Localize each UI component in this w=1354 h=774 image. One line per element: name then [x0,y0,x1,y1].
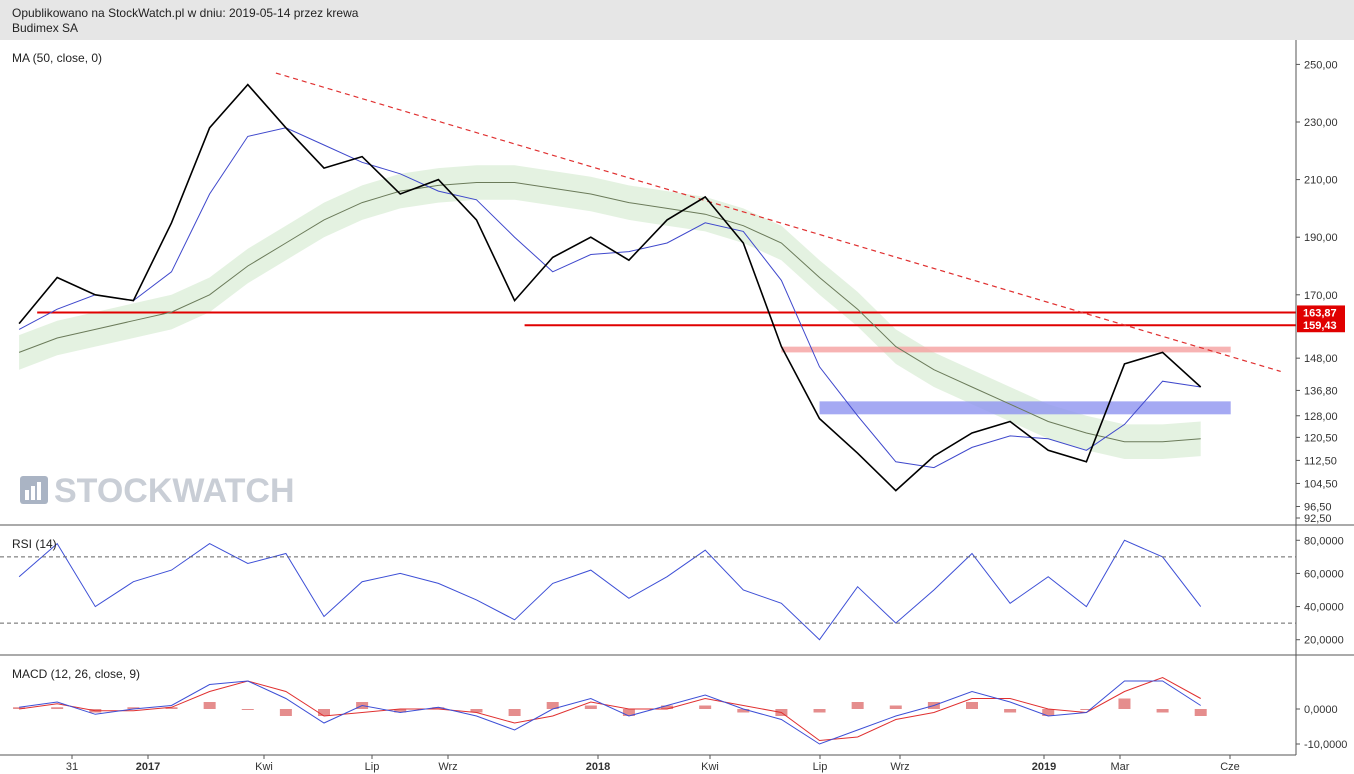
histogram-bar [51,707,64,709]
time-tick-label: Mar [1111,761,1130,773]
resistance-badge-label: 159,43 [1303,320,1337,332]
watermark-text: STOCKWATCH [54,472,295,510]
signal-line [19,676,1201,742]
time-tick-label: Lip [365,761,380,773]
price-tick-label: 190,00 [1304,232,1338,244]
histogram-bar [127,707,140,709]
histogram-bar [470,709,483,713]
histogram-bar [737,709,750,713]
time-tick-label: 31 [66,761,78,773]
rsi-tick-label: 60,0000 [1304,568,1344,580]
histogram-bar [1004,709,1017,713]
price-tick-label: 112,50 [1304,455,1337,467]
histogram-bar [851,702,864,709]
macd-panel-label: MACD (12, 26, close, 9) [12,667,140,681]
resistance-badge-1 [1297,318,1345,333]
histogram-bar [241,709,254,710]
macd-tick-label: -10,0000 [1304,739,1347,751]
price-panel-label: MA (50, close, 0) [12,51,102,65]
stockwatch-watermark: STOCKWATCH [20,472,295,510]
axis-layer [0,40,1354,759]
histogram-bar [889,705,902,709]
histogram-bar [13,707,26,709]
time-tick-label: Wrz [438,761,457,773]
price-tick-label: 230,00 [1304,117,1338,129]
ma50-line [18,127,1201,469]
price-tick-label: 136,80 [1304,385,1338,397]
time-tick-label: Wrz [890,761,909,773]
rsi-tick-label: 40,0000 [1304,602,1344,614]
ma200-line [18,182,1201,443]
time-tick-label: 2017 [136,761,160,773]
labels-layer: 250,00 230,00 210,00 190,00 170,00 148,00 136,… [12,51,1347,773]
time-tick-label: Kwi [255,761,273,773]
rsi-line [18,539,1202,641]
histogram-bar [661,705,674,709]
price-tick-label: 250,00 [1304,59,1338,71]
price-line [18,83,1202,492]
series-layer [13,83,1207,745]
time-tick-label: 2018 [586,761,610,773]
histogram-bar [1194,709,1207,716]
price-tick-label: 92,50 [1304,513,1332,525]
price-tick-label: 104,50 [1304,478,1338,490]
macd-tick-label: 0,0000 [1304,704,1338,716]
time-tick-label: Lip [813,761,828,773]
rsi-tick-label: 20,0000 [1304,635,1344,647]
resistance-badge-0 [1297,305,1345,320]
histogram-bar [165,707,178,709]
histogram-bar [279,709,292,716]
rsi-panel-label: RSI (14) [12,537,57,551]
histogram-bar [432,707,445,709]
chart-header: Opublikowano na StockWatch.pl w dniu: 20… [0,0,1354,40]
histogram-bar [1118,698,1131,709]
time-tick-label: Cze [1220,761,1240,773]
stock-chart[interactable]: 250,00 230,00 210,00 190,00 170,00 148,00 136,… [0,40,1354,774]
watermark-logo-bar [31,486,35,500]
resistance-badge-label: 163,87 [1303,307,1337,319]
histogram-bar [508,709,521,716]
published-info: Opublikowano na StockWatch.pl w dniu: 20… [12,6,359,20]
trendline [275,72,1281,373]
histogram-bar [699,705,712,709]
cloud-band [19,165,1201,459]
histogram-bar [966,702,978,709]
histogram-bar [1156,709,1169,713]
price-tick-label: 210,00 [1304,175,1338,187]
rsi-tick-label: 80,0000 [1304,535,1344,547]
price-tick-label: 148,00 [1304,353,1338,365]
time-tick-label: 2019 [1032,761,1056,773]
histogram-bar [813,709,826,713]
watermark-logo-bar [25,490,29,500]
watermark-logo-bar [37,482,41,500]
histogram-bar [1080,709,1093,710]
macd-line [19,680,1201,745]
support-zone [819,401,1231,415]
price-tick-label: 120,50 [1304,432,1338,444]
zones-layer [19,72,1296,459]
histogram-bar [622,709,635,716]
histogram-bar [546,702,559,709]
histogram-bar [394,709,407,713]
price-tick-label: 170,00 [1304,290,1338,302]
histogram-bar [318,709,330,716]
instrument-name: Budimex SA [12,21,79,35]
histogram-bar [203,702,216,709]
price-tick-label: 128,00 [1304,411,1338,423]
resistance-zone [781,346,1231,353]
time-tick-label: Kwi [701,761,719,773]
price-tick-label: 96,50 [1304,501,1332,513]
histogram-bar [584,705,597,709]
histogram-bar [1042,709,1055,716]
